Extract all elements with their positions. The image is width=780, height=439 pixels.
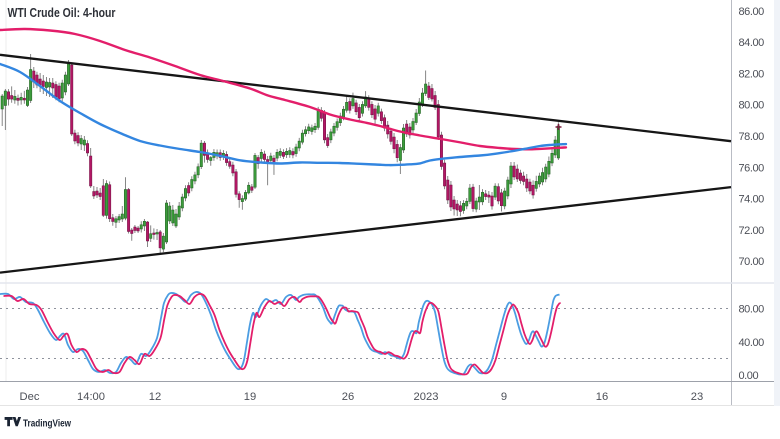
- svg-text:76.00: 76.00: [739, 162, 765, 174]
- svg-text:26: 26: [342, 391, 354, 403]
- svg-text:TradingView: TradingView: [23, 418, 71, 429]
- svg-text:2023: 2023: [414, 391, 439, 403]
- svg-text:86.00: 86.00: [739, 6, 765, 18]
- svg-text:70.00: 70.00: [739, 256, 765, 268]
- svg-text:19: 19: [244, 391, 256, 403]
- svg-text:72.00: 72.00: [739, 225, 765, 237]
- svg-text:12: 12: [149, 391, 161, 403]
- svg-text:82.00: 82.00: [739, 68, 765, 80]
- svg-text:9: 9: [501, 391, 507, 403]
- svg-text:74.00: 74.00: [739, 194, 765, 206]
- svg-text:14:00: 14:00: [77, 391, 105, 403]
- svg-text:Dec: Dec: [20, 391, 40, 403]
- svg-text:WTI Crude Oil: 4-hour: WTI Crude Oil: 4-hour: [8, 5, 116, 20]
- svg-text:0.00: 0.00: [739, 370, 759, 382]
- svg-text:78.00: 78.00: [739, 131, 765, 143]
- svg-text:84.00: 84.00: [739, 37, 765, 49]
- svg-text:80.00: 80.00: [739, 100, 765, 112]
- svg-text:23: 23: [691, 391, 703, 403]
- svg-text:80.00: 80.00: [739, 303, 765, 315]
- svg-text:40.00: 40.00: [739, 337, 765, 349]
- svg-text:16: 16: [596, 391, 608, 403]
